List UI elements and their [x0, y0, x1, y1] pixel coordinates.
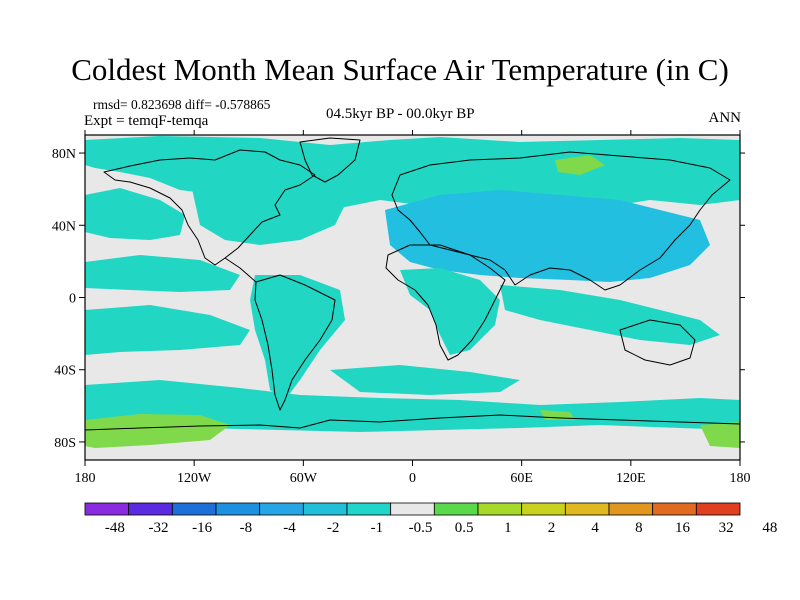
- anomaly-region-eurasia: [385, 190, 710, 282]
- colorbar-swatch: [84, 502, 130, 516]
- colorbar-swatch: [215, 502, 261, 516]
- colorbar-swatch: [171, 502, 217, 516]
- y-tick-label: 80S: [54, 436, 76, 451]
- anomaly-region-north-america: [190, 175, 345, 245]
- colorbar-swatch: [608, 502, 654, 516]
- colorbar-label: -1: [371, 520, 384, 536]
- colorbar-label: 2: [548, 520, 556, 536]
- x-tick-label: 0: [409, 471, 416, 486]
- colorbar-label: 16: [675, 520, 691, 536]
- coast-eurasia: [391, 151, 731, 291]
- anomaly-region-siberia-green: [555, 155, 605, 175]
- anomaly-region-south-pacific: [85, 305, 250, 355]
- season-label: ANN: [708, 110, 742, 126]
- anomaly-region-north-pacific: [85, 188, 185, 240]
- colorbar-swatch: [302, 502, 348, 516]
- coast-australia: [619, 319, 696, 366]
- latitude-axis: 80N 40N 0 40S 80S: [52, 147, 745, 451]
- colorbar-swatch: [128, 502, 173, 516]
- colorbar-label: 4: [591, 520, 599, 536]
- anomaly-region-south-america: [250, 275, 345, 400]
- x-tick-label: 60E: [510, 471, 533, 486]
- y-tick-label: 40N: [52, 219, 76, 234]
- longitude-axis: 180 120W 60W 0 60E 120E 180: [75, 130, 751, 486]
- colorbar-label: -16: [192, 520, 212, 536]
- colorbar: -48 -32 -16 -8 -4 -2 -1 -0.5 0.5 1 2 4 8 16 32 48: [84, 502, 777, 536]
- colorbar-swatch: [477, 502, 523, 516]
- colorbar-swatch: [652, 502, 697, 516]
- coastlines: [85, 137, 740, 431]
- colorbar-label: 32: [719, 520, 734, 536]
- colorbar-swatch: [564, 502, 610, 516]
- colorbar-swatch: [521, 502, 566, 516]
- colorbar-label: 1: [504, 520, 512, 536]
- colorbar-swatch: [433, 502, 479, 516]
- y-tick-label: 80N: [52, 147, 76, 162]
- stats-text: rmsd= 0.823698 diff= -0.578865: [93, 97, 271, 112]
- experiment-label: Expt = temqF-temqa: [84, 113, 209, 129]
- x-tick-label: 120W: [177, 471, 212, 486]
- x-tick-label: 120E: [616, 471, 646, 486]
- anomaly-region-ross-sea-green: [700, 422, 740, 448]
- temperature-map: [84, 134, 741, 461]
- x-tick-label: 180: [730, 471, 751, 486]
- coast-north-america: [103, 149, 316, 266]
- x-tick-label: 60W: [290, 471, 318, 486]
- map-title: Coldest Month Mean Surface Air Temperatu…: [71, 52, 729, 87]
- anomaly-region-indian-ocean: [500, 285, 720, 345]
- y-tick-label: 40S: [54, 364, 76, 379]
- anomaly-region-antarctic-green: [85, 414, 230, 448]
- x-tick-label: 180: [75, 471, 96, 486]
- anomaly-fields: [85, 136, 740, 448]
- colorbar-swatch: [259, 502, 304, 516]
- anomaly-region-south-atlantic: [330, 365, 520, 395]
- colorbar-label: -32: [149, 520, 169, 536]
- coast-central-america: [224, 257, 257, 283]
- coast-africa: [385, 244, 506, 361]
- colorbar-label: -48: [105, 520, 125, 536]
- colorbar-label: -8: [240, 520, 253, 536]
- anomaly-region-mid-pacific: [85, 255, 240, 292]
- colorbar-label: 0.5: [455, 520, 474, 536]
- colorbar-swatch: [695, 502, 741, 516]
- colorbar-swatch: [346, 502, 392, 516]
- colorbar-label: 8: [635, 520, 643, 536]
- period-label: 04.5kyr BP - 00.0kyr BP: [326, 106, 475, 122]
- anomaly-region-africa: [400, 268, 500, 355]
- coast-south-america: [254, 274, 336, 411]
- colorbar-label: 48: [762, 520, 777, 536]
- y-tick-label: 0: [69, 292, 76, 307]
- colorbar-label: -0.5: [409, 520, 433, 536]
- colorbar-label: -4: [283, 520, 296, 536]
- coast-antarctica: [85, 414, 740, 431]
- coast-greenland: [299, 137, 361, 183]
- colorbar-swatch: [390, 502, 435, 516]
- colorbar-label: -2: [327, 520, 340, 536]
